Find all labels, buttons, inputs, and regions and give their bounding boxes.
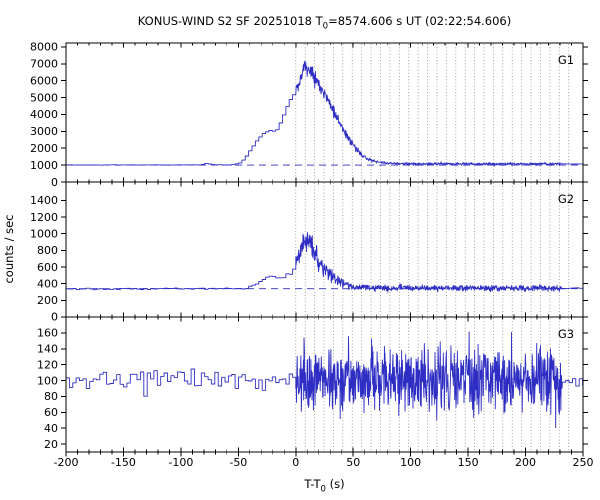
y-tick-label: 0 [51,311,58,324]
y-tick-label: 6000 [30,74,58,87]
xlabel-prefix: T-T [304,477,321,491]
y-tick-label: 60 [44,406,58,419]
x-tick-label: -50 [229,456,247,469]
x-tick-label: -100 [168,456,193,469]
x-tick-label: 200 [515,456,536,469]
panel-label-G3: G3 [558,327,574,341]
y-tick-label: 2000 [30,142,58,155]
y-tick-label: 0 [51,176,58,189]
y-tick-label: 120 [37,358,58,371]
count-rate-trace-G2 [66,232,584,293]
x-tick-label: 0 [292,456,299,469]
y-tick-label: 1200 [30,211,58,224]
y-tick-label: 5000 [30,91,58,104]
title-prefix: KONUS-WIND S2 SF 20251018 T [137,14,323,28]
y-tick-label: 800 [37,244,58,257]
x-axis-label: T-T0 (s) [66,477,583,494]
title-subscript: 0 [322,21,329,32]
y-tick-label: 140 [37,343,58,356]
y-tick-label: 1000 [30,227,58,240]
x-tick-label: -200 [54,456,79,469]
y-tick-label: 8000 [30,41,58,54]
y-tick-label: 7000 [30,58,58,71]
y-tick-label: 80 [44,390,58,403]
panel-label-G2: G2 [558,192,574,206]
panel-frame-G1 [65,42,584,183]
xlabel-subscript: 0 [320,484,326,495]
panel-frame-G2 [65,181,584,318]
count-rate-trace-G3 [66,331,584,429]
panel-frame-G3 [65,316,584,453]
x-tick-label: 50 [346,456,360,469]
x-tick-label: -150 [111,456,136,469]
title-suffix: =8574.606 s UT (02:22:54.606) [328,14,512,28]
panel-label-G1: G1 [558,53,574,67]
y-tick-label: 600 [37,261,58,274]
x-tick-label: 250 [573,456,594,469]
y-tick-label: 160 [37,327,58,340]
y-tick-label: 40 [44,422,58,435]
x-tick-label: 150 [458,456,479,469]
y-tick-label: 20 [44,438,58,451]
count-rate-trace-G1 [66,61,584,167]
xlabel-suffix: (s) [325,477,345,491]
y-tick-label: 1000 [30,159,58,172]
x-tick-label: 100 [400,456,421,469]
y-tick-label: 400 [37,277,58,290]
figure-title: KONUS-WIND S2 SF 20251018 T0=8574.606 s … [66,14,583,31]
y-tick-label: 1400 [30,194,58,207]
y-tick-label: 100 [37,374,58,387]
y-tick-label: 3000 [30,125,58,138]
y-tick-label: 200 [37,294,58,307]
y-tick-label: 4000 [30,108,58,121]
